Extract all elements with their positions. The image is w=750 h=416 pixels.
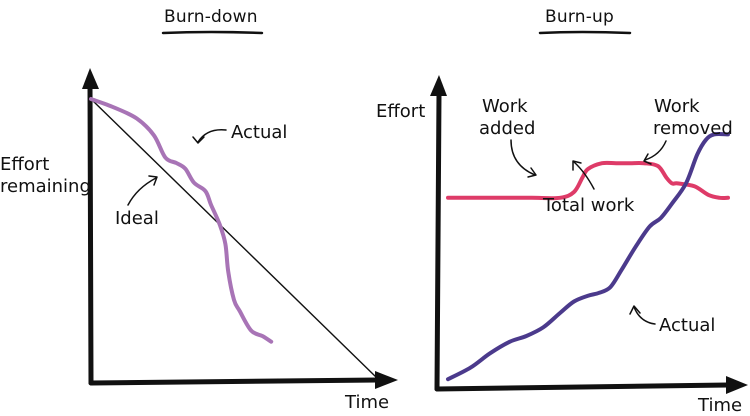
burnup-total-work-pointer-head xyxy=(572,160,582,171)
burnup-work-added-annotation-line2: added xyxy=(479,118,535,139)
burndown-y-axis-label-line1: Effort xyxy=(0,154,49,175)
burnup-work-added-annotation-line1: Work xyxy=(482,96,528,117)
burndown-title: Burn-down xyxy=(164,7,258,27)
burndown-ideal-annotation: Ideal xyxy=(115,208,159,229)
burnup-work-removed-annotation-line2: removed xyxy=(653,118,733,139)
burnup-actual-pointer xyxy=(633,306,656,325)
burnup-work-removed-pointer-head xyxy=(643,153,652,165)
burndown-panel: Burn-down Effort remaining Time Actual I… xyxy=(0,7,398,413)
burnup-panel: Burn-up Effort Time Work added Work remo… xyxy=(376,7,748,416)
burndown-x-axis xyxy=(88,377,381,386)
burnup-work-added-pointer-head xyxy=(527,167,537,178)
burndown-actual-pointer xyxy=(197,129,227,143)
burndown-ideal-pointer-head xyxy=(148,175,158,186)
burnup-title: Burn-up xyxy=(545,7,614,27)
burnup-x-axis-label: Time xyxy=(697,395,742,416)
burnup-title-underline xyxy=(538,30,632,35)
burnup-work-added-pointer xyxy=(510,139,536,176)
burnup-y-axis xyxy=(434,91,442,392)
burnup-actual-pointer-head xyxy=(629,305,641,315)
burndown-y-axis-label-line2: remaining xyxy=(0,176,91,197)
burnup-total-work-line xyxy=(446,160,730,201)
burnup-total-work-pointer xyxy=(573,161,595,190)
burnup-y-axis-label: Effort xyxy=(376,101,425,122)
burndown-title-underline xyxy=(161,30,264,35)
burndown-actual-line xyxy=(89,97,274,344)
burnup-actual-line xyxy=(446,132,730,382)
burndown-actual-annotation: Actual xyxy=(231,122,287,143)
burnup-work-removed-pointer xyxy=(644,140,667,161)
burnup-x-axis-arrow xyxy=(726,376,748,394)
burnup-work-removed-annotation-line1: Work xyxy=(654,96,700,117)
burndown-x-axis-label: Time xyxy=(344,392,389,413)
burndown-x-axis-arrow xyxy=(375,371,398,389)
burndown-y-axis xyxy=(87,83,94,386)
burndown-ideal-pointer xyxy=(127,177,157,206)
burnup-y-axis-arrow xyxy=(430,75,447,96)
burnup-total-work-annotation: Total work xyxy=(542,195,635,216)
burndown-y-axis-arrow xyxy=(82,68,99,89)
burnup-x-axis xyxy=(434,382,731,392)
burndown-ideal-line xyxy=(90,98,378,379)
burnup-actual-annotation: Actual xyxy=(659,315,715,336)
burndown-actual-pointer-head xyxy=(192,136,205,144)
